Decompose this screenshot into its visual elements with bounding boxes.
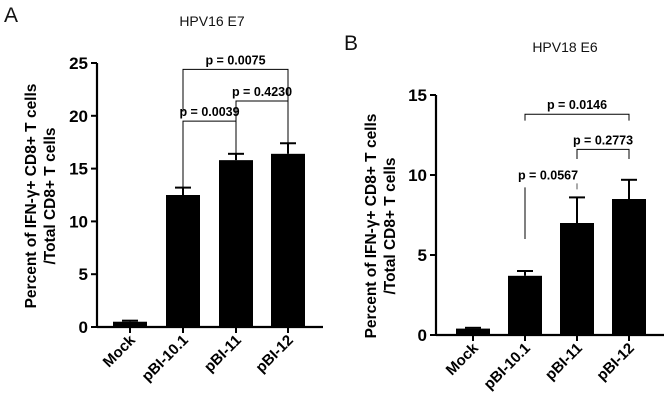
significance-bracket (524, 113, 630, 121)
bar (219, 160, 253, 327)
significance-bracket (182, 68, 289, 112)
x-tick-label: pBI-10.1 (139, 332, 192, 385)
p-value-label: p = 0.0075 (205, 53, 265, 67)
y-axis-label-line: /Total CD8+ T cells (382, 157, 399, 294)
x-tick-label: pBI-12 (593, 340, 637, 384)
y-axis-label-line: Percent of IFN-γ+ CD8+ T cells (23, 84, 40, 309)
panel-label: B (344, 32, 358, 55)
p-value-label: p = 0.0146 (547, 98, 607, 112)
p-value-label: p = 0.0039 (179, 105, 239, 119)
y-tick-label: 10 (408, 166, 427, 185)
bar (612, 199, 646, 335)
x-tick-label: Mock (100, 331, 140, 371)
x-tick-label: pBI-10.1 (481, 340, 534, 393)
p-value-label: p = 0.0567 (518, 168, 578, 182)
y-tick-label: 15 (408, 86, 427, 105)
chart-title: HPV18 E6 (532, 39, 598, 55)
significance-bracket (576, 148, 630, 159)
x-tick-label: pBI-11 (201, 332, 245, 376)
significance-bracket (235, 100, 289, 144)
x-tick-label: pBI-12 (252, 332, 296, 376)
y-tick-label: 0 (418, 326, 427, 345)
chart-panel-b: B HPV18 E6 Percent of IFN-γ+ CD8+ T cells /… (344, 32, 664, 393)
x-tick-label: Mock (443, 339, 483, 379)
chart-panel-a: A HPV16 E7 Percent of IFN-γ+ CD8+ T cells /… (4, 4, 323, 385)
y-tick-label: 10 (69, 212, 88, 231)
y-tick-label: 25 (69, 54, 88, 73)
y-axis-label: Percent of IFN-γ+ CD8+ T cells/Total CD8… (23, 84, 59, 309)
x-tick-label: pBI-11 (542, 340, 586, 384)
y-axis-label-line: Percent of IFN-γ+ CD8+ T cells (363, 114, 380, 339)
bar (113, 321, 147, 327)
bar (560, 223, 594, 335)
y-axis-label-line: /Total CD8+ T cells (42, 127, 59, 264)
bar (456, 328, 490, 335)
p-value-label: p = 0.2773 (573, 133, 633, 147)
bar (271, 153, 305, 327)
panel-label: A (4, 4, 18, 27)
y-tick-label: 5 (418, 246, 427, 265)
bar (508, 275, 542, 335)
y-tick-label: 20 (69, 107, 88, 126)
y-axis-label: Percent of IFN-γ+ CD8+ T cells/Total CD8… (363, 114, 399, 339)
p-value-label: p = 0.4230 (232, 85, 292, 99)
y-tick-label: 5 (79, 265, 88, 284)
y-tick-label: 15 (69, 160, 88, 179)
chart-title: HPV16 E7 (179, 13, 245, 29)
y-tick-label: 0 (79, 318, 88, 337)
